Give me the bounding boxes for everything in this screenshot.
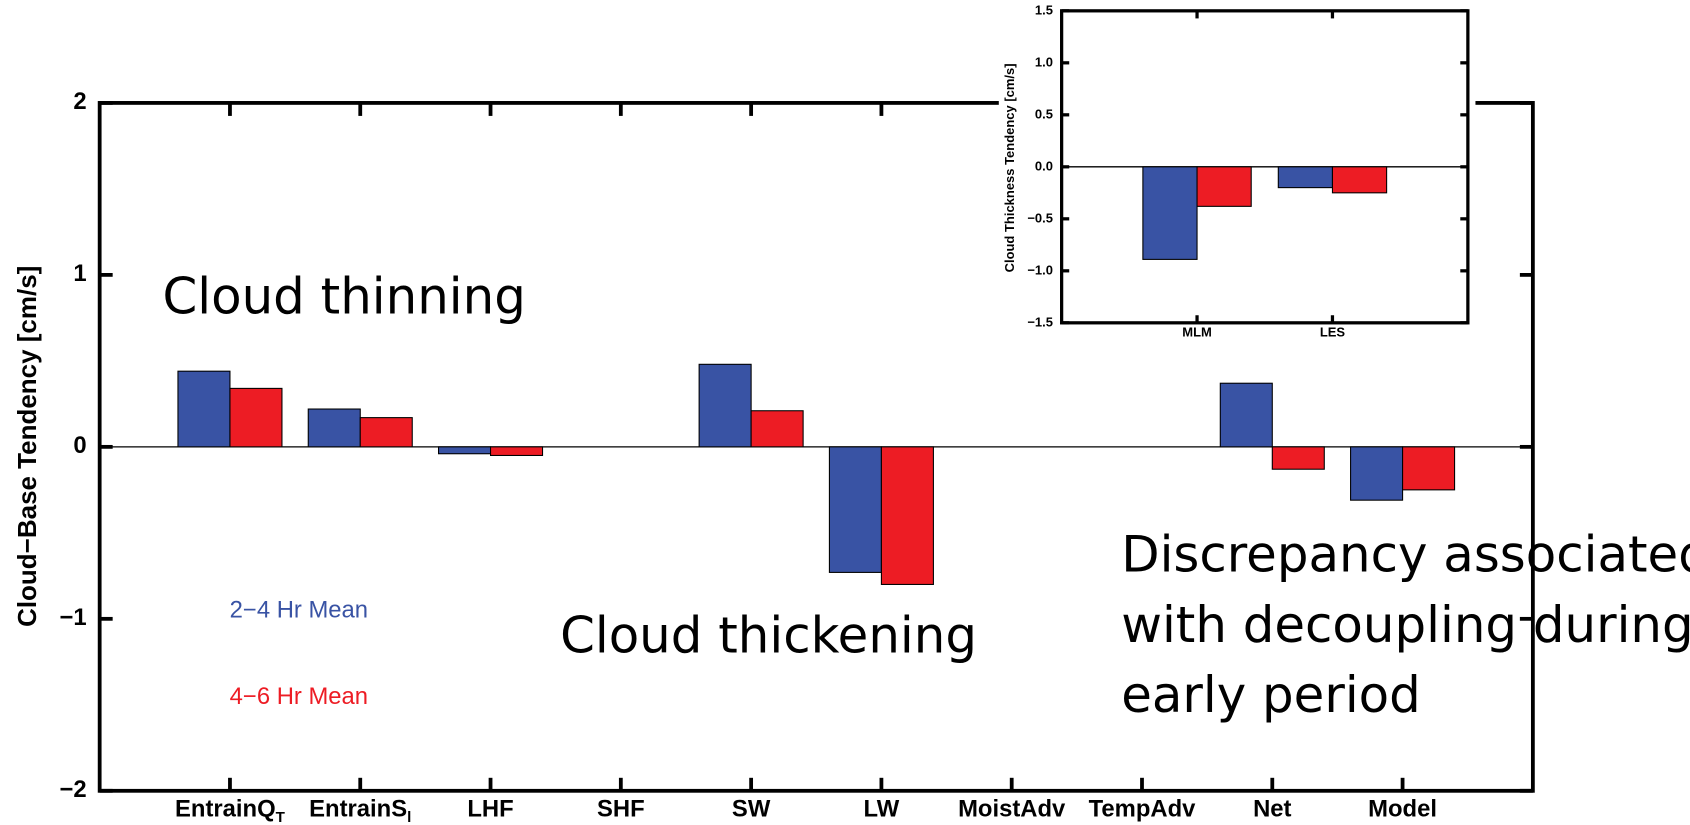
bar bbox=[229, 387, 283, 448]
annotation: Cloud thinning bbox=[162, 268, 525, 326]
category-label: LW bbox=[864, 796, 900, 823]
y-axis-label: Cloud−Base Tendency [cm/s] bbox=[12, 266, 42, 627]
y-tick-label: 0.5 bbox=[1035, 106, 1053, 121]
y-tick-label: 0 bbox=[73, 432, 86, 459]
x-tick-label: MLM bbox=[1182, 325, 1212, 340]
annotation: Discrepancy associated bbox=[1121, 525, 1690, 583]
category-subscript: l bbox=[407, 809, 411, 825]
x-tick-label: LHF bbox=[467, 796, 513, 823]
y-tick-label: −1.0 bbox=[1027, 262, 1053, 277]
x-tick-label: EntrainQT bbox=[175, 796, 286, 825]
bar bbox=[828, 446, 882, 573]
category-label: Model bbox=[1368, 796, 1437, 823]
y-axis-label: Cloud Thickness Tendency [cm/s] bbox=[1002, 63, 1017, 272]
annotation: with decoupling during bbox=[1121, 596, 1690, 654]
y-tick-label: 0.0 bbox=[1035, 158, 1053, 173]
category-label: EntrainS bbox=[309, 796, 407, 823]
y-tick-label: −1.5 bbox=[1027, 314, 1053, 329]
legend-entry: 4−6 Hr Mean bbox=[230, 683, 368, 710]
bar bbox=[1331, 166, 1388, 194]
category-label: SW bbox=[732, 796, 771, 823]
category-label: Net bbox=[1253, 796, 1291, 823]
x-tick-label: LES bbox=[1320, 325, 1346, 340]
bar bbox=[1196, 166, 1252, 207]
x-tick-label: SHF bbox=[597, 796, 645, 823]
category-label: SHF bbox=[597, 796, 645, 823]
y-tick-label: 1.5 bbox=[1035, 2, 1053, 17]
category-label: MoistAdv bbox=[958, 796, 1066, 823]
x-tick-label: EntrainSl bbox=[309, 796, 411, 825]
y-tick-label: 1.0 bbox=[1035, 54, 1053, 69]
bar bbox=[489, 446, 544, 457]
bar bbox=[437, 446, 492, 455]
category-label: LES bbox=[1320, 325, 1346, 340]
bar bbox=[1271, 446, 1325, 470]
category-label: TempAdv bbox=[1089, 796, 1197, 823]
bar bbox=[698, 363, 752, 448]
x-tick-label: Net bbox=[1253, 796, 1291, 823]
x-tick-label: MoistAdv bbox=[958, 796, 1066, 823]
bar bbox=[177, 370, 231, 448]
category-label: MLM bbox=[1182, 325, 1212, 340]
category-subscript: T bbox=[276, 809, 286, 825]
x-tick-label: SW bbox=[732, 796, 771, 823]
bar bbox=[880, 446, 934, 585]
bar bbox=[750, 410, 804, 448]
y-tick-label: −1 bbox=[59, 604, 86, 631]
annotation: early period bbox=[1121, 666, 1421, 724]
bar bbox=[1402, 446, 1456, 491]
x-tick-label: Model bbox=[1368, 796, 1437, 823]
x-tick-label: TempAdv bbox=[1089, 796, 1197, 823]
annotation: Cloud thickening bbox=[560, 607, 977, 665]
y-tick-label: −2 bbox=[59, 776, 86, 803]
bar bbox=[1277, 166, 1334, 189]
bar bbox=[359, 417, 413, 448]
y-tick-label: 2 bbox=[73, 88, 86, 115]
x-tick-label: LW bbox=[864, 796, 900, 823]
bar bbox=[1142, 166, 1198, 260]
y-tick-label: −0.5 bbox=[1027, 210, 1053, 225]
bar bbox=[1350, 446, 1404, 501]
bar bbox=[307, 408, 361, 448]
legend-entry: 2−4 Hr Mean bbox=[230, 596, 368, 623]
category-label: EntrainQ bbox=[175, 796, 276, 823]
category-label: LHF bbox=[467, 796, 513, 823]
y-tick-label: 1 bbox=[73, 260, 86, 287]
bar bbox=[1219, 382, 1273, 448]
